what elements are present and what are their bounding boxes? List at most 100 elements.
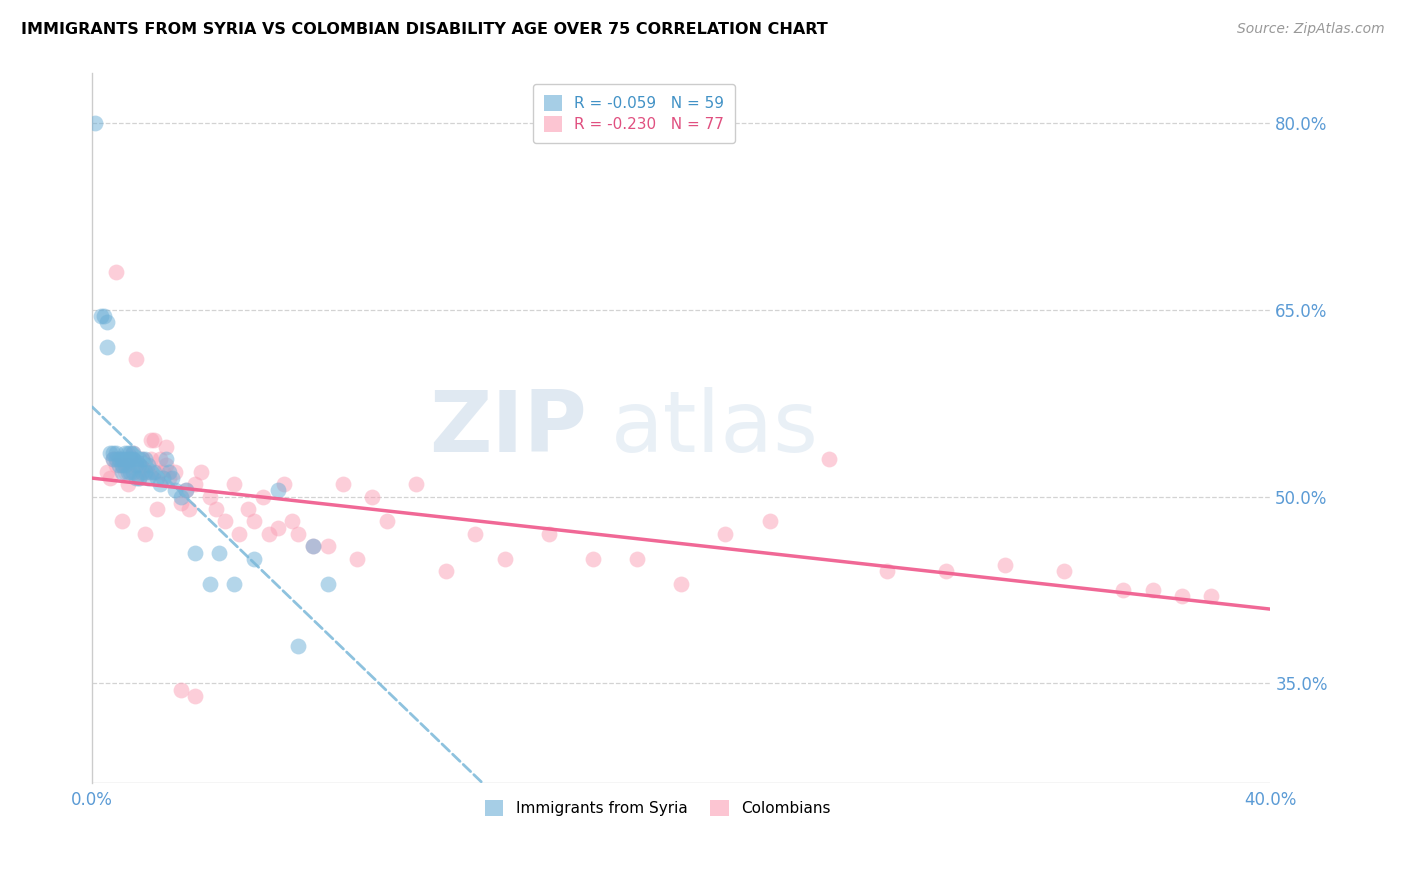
Point	[316, 576, 339, 591]
Point	[994, 558, 1017, 572]
Point	[155, 458, 177, 473]
Point	[302, 540, 325, 554]
Point	[125, 471, 148, 485]
Point	[243, 515, 266, 529]
Point	[267, 483, 290, 498]
Point	[1112, 582, 1135, 597]
Point	[1201, 589, 1223, 603]
Point	[876, 564, 898, 578]
Point	[117, 446, 139, 460]
Point	[238, 502, 260, 516]
Point	[302, 540, 325, 554]
Point	[346, 551, 368, 566]
Point	[205, 502, 228, 516]
Point	[114, 452, 136, 467]
Point	[128, 465, 150, 479]
Point	[122, 446, 145, 460]
Point	[117, 465, 139, 479]
Point	[361, 490, 384, 504]
Point	[117, 452, 139, 467]
Point	[125, 452, 148, 467]
Point	[120, 446, 142, 460]
Point	[125, 352, 148, 367]
Point	[104, 452, 127, 467]
Text: IMMIGRANTS FROM SYRIA VS COLOMBIAN DISABILITY AGE OVER 75 CORRELATION CHART: IMMIGRANTS FROM SYRIA VS COLOMBIAN DISAB…	[21, 22, 828, 37]
Point	[184, 545, 207, 559]
Point	[139, 452, 162, 467]
Point	[104, 265, 127, 279]
Point	[626, 551, 648, 566]
Point	[257, 527, 280, 541]
Point	[90, 309, 112, 323]
Point	[96, 340, 118, 354]
Point	[136, 465, 159, 479]
Point	[1053, 564, 1076, 578]
Point	[267, 521, 290, 535]
Point	[146, 502, 169, 516]
Point	[134, 458, 156, 473]
Point	[120, 452, 142, 467]
Point	[149, 477, 172, 491]
Text: ZIP: ZIP	[429, 386, 588, 469]
Point	[179, 502, 201, 516]
Point	[287, 639, 309, 653]
Point	[107, 452, 129, 467]
Point	[157, 471, 180, 485]
Point	[817, 452, 839, 467]
Point	[96, 465, 118, 479]
Point	[152, 465, 174, 479]
Point	[134, 465, 156, 479]
Point	[125, 458, 148, 473]
Point	[136, 458, 159, 473]
Point	[117, 458, 139, 473]
Point	[464, 527, 486, 541]
Point	[111, 458, 134, 473]
Point	[222, 576, 245, 591]
Point	[107, 458, 129, 473]
Point	[134, 452, 156, 467]
Legend: Immigrants from Syria, Colombians: Immigrants from Syria, Colombians	[475, 791, 839, 825]
Point	[287, 527, 309, 541]
Point	[537, 527, 560, 541]
Point	[122, 452, 145, 467]
Point	[114, 458, 136, 473]
Point	[96, 315, 118, 329]
Point	[157, 465, 180, 479]
Point	[128, 458, 150, 473]
Point	[104, 446, 127, 460]
Point	[122, 446, 145, 460]
Point	[98, 446, 121, 460]
Point	[122, 465, 145, 479]
Point	[143, 465, 166, 479]
Point	[243, 551, 266, 566]
Point	[131, 452, 153, 467]
Point	[149, 452, 172, 467]
Point	[114, 446, 136, 460]
Point	[120, 465, 142, 479]
Point	[128, 471, 150, 485]
Point	[128, 452, 150, 467]
Point	[111, 465, 134, 479]
Point	[252, 490, 274, 504]
Point	[136, 471, 159, 485]
Point	[111, 452, 134, 467]
Point	[101, 446, 124, 460]
Point	[101, 452, 124, 467]
Point	[107, 452, 129, 467]
Point	[714, 527, 737, 541]
Point	[155, 440, 177, 454]
Point	[281, 515, 304, 529]
Point	[111, 458, 134, 473]
Point	[131, 465, 153, 479]
Point	[1142, 582, 1164, 597]
Point	[155, 452, 177, 467]
Point	[332, 477, 354, 491]
Point	[375, 515, 398, 529]
Point	[101, 452, 124, 467]
Point	[208, 545, 231, 559]
Point	[316, 540, 339, 554]
Point	[169, 490, 191, 504]
Point	[163, 465, 186, 479]
Point	[146, 465, 169, 479]
Point	[128, 471, 150, 485]
